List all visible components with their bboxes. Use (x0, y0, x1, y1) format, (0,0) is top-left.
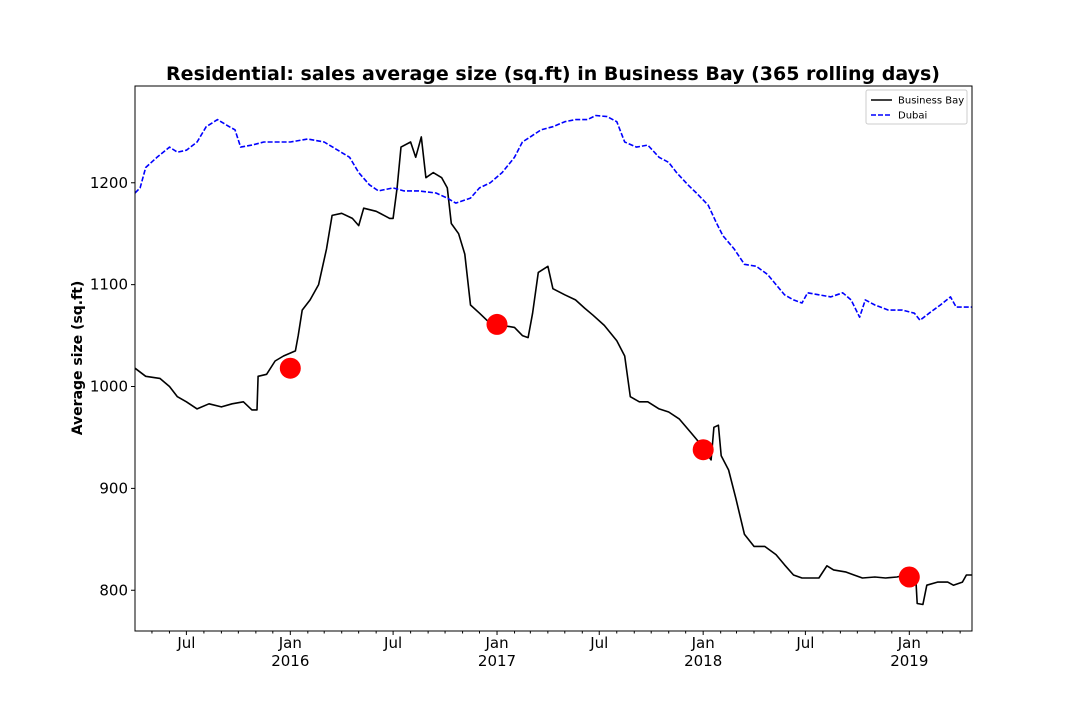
marker-point (898, 566, 920, 588)
x-tick-year-label: 2019 (890, 652, 928, 670)
x-tick-label: Jul (176, 634, 195, 652)
series-line-dubai (135, 114, 972, 322)
legend-box (865, 89, 968, 125)
legend-label: Dubai (898, 111, 927, 122)
y-tick-label: 1000 (90, 378, 128, 396)
plot-frame (134, 85, 973, 632)
legend: Business Bay Dubai (865, 89, 968, 125)
x-tick-label: Jul (795, 634, 814, 652)
legend-label: Business Bay (898, 96, 964, 107)
x-tick-label: Jan (484, 634, 508, 652)
chart-title: Residential: sales average size (sq.ft) … (166, 63, 940, 85)
x-tick-year-label: 2017 (478, 652, 516, 670)
marker-point (692, 439, 714, 461)
x-tick-label: Jul (383, 634, 402, 652)
marker-point (279, 357, 301, 379)
y-tick-label: 1100 (90, 276, 128, 294)
x-tick-year-label: 2016 (271, 652, 309, 670)
y-tick-label: 800 (99, 581, 128, 599)
x-tick-year-label: 2018 (684, 652, 722, 670)
x-tick-label: Jul (589, 634, 608, 652)
x-tick-label: Jan (691, 634, 715, 652)
y-tick-label: 1200 (90, 174, 128, 192)
y-axis-label: Average size (sq.ft) (70, 281, 86, 436)
marker-point (486, 313, 508, 335)
plot-area (135, 114, 972, 606)
x-tick-label: Jan (897, 634, 921, 652)
y-tick-label: 900 (99, 479, 128, 497)
series-line-business-bay (135, 136, 972, 606)
x-tick-label: Jan (278, 634, 302, 652)
